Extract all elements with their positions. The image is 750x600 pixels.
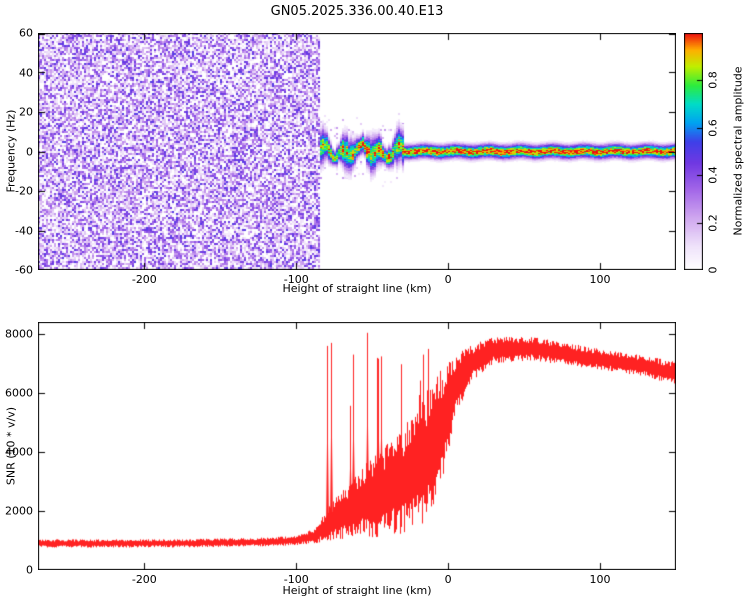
snr-x-tick-label: 0 xyxy=(444,573,452,586)
spectrogram-y-tick-label: -40 xyxy=(15,224,33,237)
snr-x-tick-label: -100 xyxy=(283,573,309,586)
spectrogram-x-tick-label: -100 xyxy=(283,273,309,286)
snr-canvas xyxy=(38,322,676,570)
snr-y-tick-label: 4000 xyxy=(5,445,33,459)
colorbar-tick-label: 0 xyxy=(706,266,720,274)
colorbar-tick-label: 0.2 xyxy=(706,213,720,232)
snr-x-axis-label: Height of straight line (km) xyxy=(282,584,432,597)
spectrogram-y-tick-label: 60 xyxy=(19,26,33,40)
spectrogram-y-tick-label: -60 xyxy=(15,263,33,277)
colorbar-tick-label: 0.6 xyxy=(706,119,720,137)
snr-y-tick-label: 8000 xyxy=(5,327,33,341)
colorbar-axis-label: Normalized spectral amplitude xyxy=(731,66,745,236)
spectrogram-panel xyxy=(38,33,676,270)
spectrogram-y-tick-label: 40 xyxy=(19,66,33,79)
snr-y-tick-label: 2000 xyxy=(5,504,33,518)
snr-panel xyxy=(38,322,676,570)
spectrogram-x-tick-label: 100 xyxy=(589,273,611,286)
frequency-axis-label: Frequency (Hz) xyxy=(4,109,18,193)
colorbar-tick-label: 0.4 xyxy=(706,166,720,184)
colorbar xyxy=(684,33,703,270)
snr-y-tick-label: 0 xyxy=(26,563,33,577)
colorbar-tick-label: 0.8 xyxy=(706,71,720,90)
snr-x-tick-label: -200 xyxy=(131,573,157,586)
spectrogram-x-tick-label: -200 xyxy=(131,273,157,286)
spectrogram-y-tick-label: -20 xyxy=(15,184,33,198)
colorbar-canvas xyxy=(684,33,703,270)
spectrogram-y-tick-label: 0 xyxy=(26,145,33,158)
spectrogram-x-tick-label: 0 xyxy=(444,273,452,286)
spectrogram-canvas xyxy=(38,33,676,270)
snr-x-tick-label: 100 xyxy=(589,573,611,586)
spectrogram-y-tick-label: 20 xyxy=(19,105,33,119)
page-title: GN05.2025.336.00.40.E13 xyxy=(270,4,444,19)
spectrogram-x-axis-label: Height of straight line (km) xyxy=(282,282,432,295)
snr-y-tick-label: 6000 xyxy=(5,386,33,400)
